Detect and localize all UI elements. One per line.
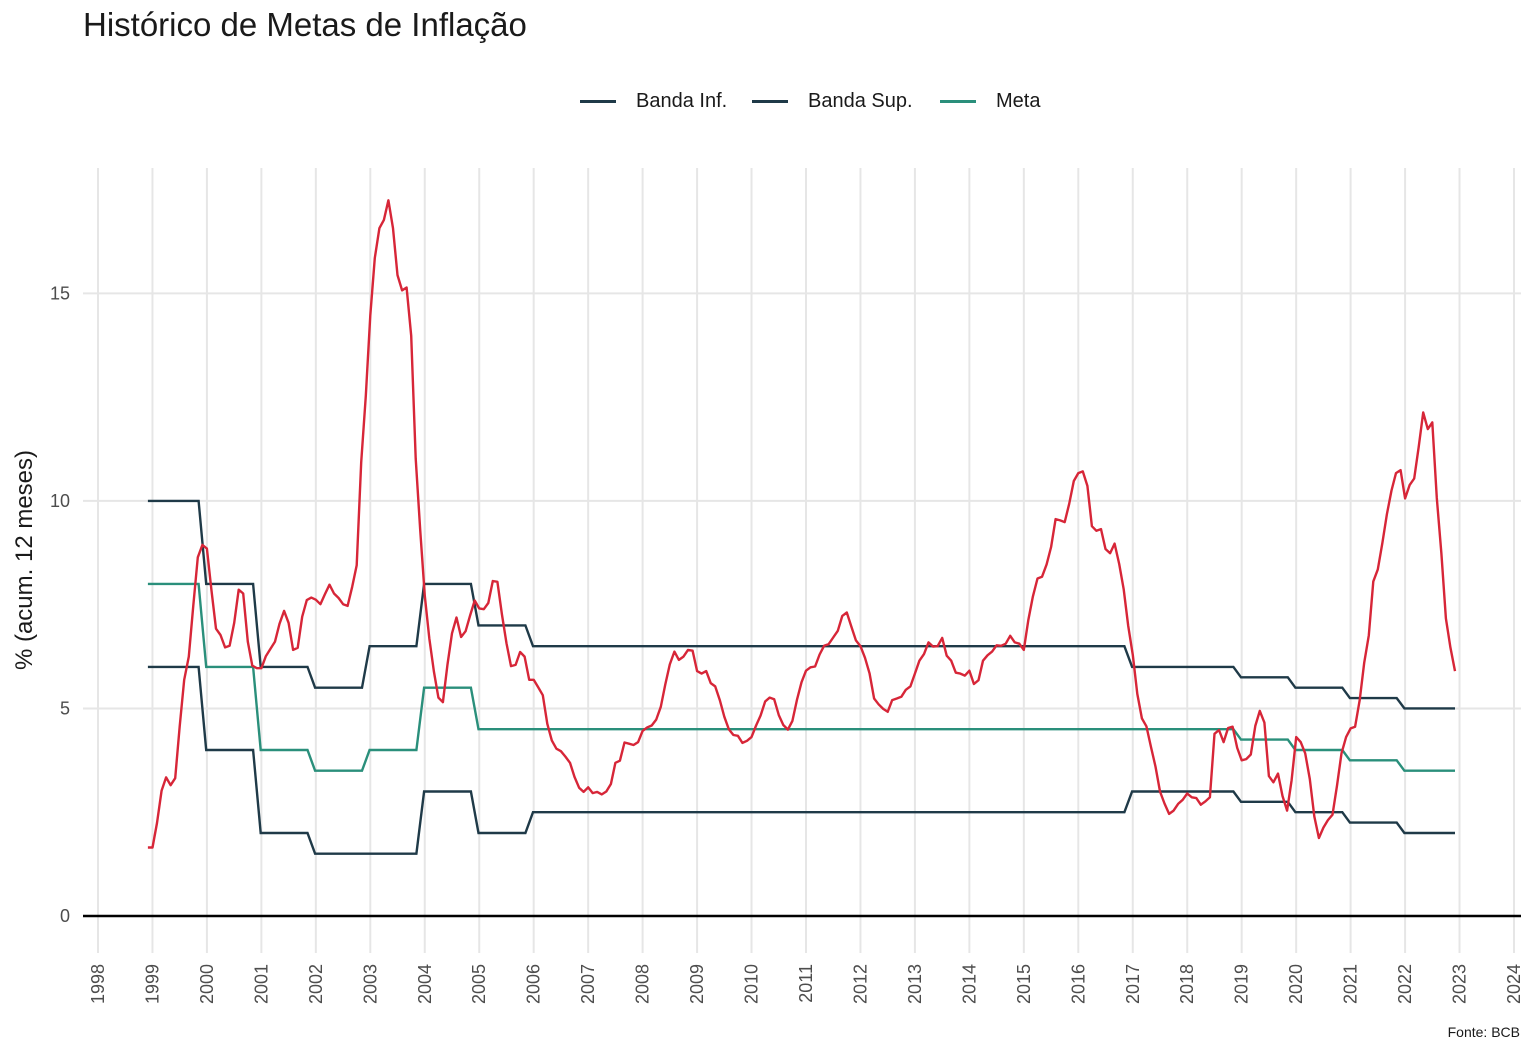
- x-tick-label-2017: 2017: [1123, 964, 1143, 1004]
- x-tick-label-2004: 2004: [415, 964, 435, 1004]
- x-tick-label-2005: 2005: [469, 964, 489, 1004]
- legend-item-banda-inf: Banda Inf.: [580, 86, 727, 116]
- x-tick-label-2016: 2016: [1068, 964, 1088, 1004]
- x-tick-label-2003: 2003: [360, 964, 380, 1004]
- x-tick-label-1999: 1999: [142, 964, 162, 1004]
- x-tick-label-2009: 2009: [687, 964, 707, 1004]
- x-tick-label-2007: 2007: [578, 964, 598, 1004]
- x-tick-label-2001: 2001: [251, 964, 271, 1004]
- x-tick-label-2010: 2010: [742, 964, 762, 1004]
- grid-layer: [83, 168, 1521, 953]
- legend-key-meta: [940, 99, 976, 103]
- x-tick-label-2002: 2002: [306, 964, 326, 1004]
- x-tick-label-2022: 2022: [1395, 964, 1415, 1004]
- legend-label-meta: Meta: [996, 89, 1041, 112]
- x-tick-label-2000: 2000: [197, 964, 217, 1004]
- y-tick-label-15: 15: [50, 283, 70, 303]
- legend: Banda Inf. Banda Sup. Meta: [0, 86, 1536, 116]
- x-tick-label-2012: 2012: [850, 964, 870, 1004]
- x-tick-label-2018: 2018: [1177, 964, 1197, 1004]
- x-tick-label-2015: 2015: [1014, 964, 1034, 1004]
- chart-title: Histórico de Metas de Inflação: [83, 6, 527, 43]
- legend-label-banda-sup: Banda Sup.: [808, 89, 913, 112]
- legend-label-banda-inf: Banda Inf.: [636, 89, 728, 112]
- x-tick-label-2013: 2013: [905, 964, 925, 1004]
- x-tick-label-2021: 2021: [1341, 964, 1361, 1004]
- x-tick-label-2006: 2006: [524, 964, 544, 1004]
- x-tick-label-2011: 2011: [796, 964, 816, 1003]
- y-tick-label-5: 5: [60, 698, 70, 718]
- x-tick-label-2019: 2019: [1232, 964, 1252, 1004]
- legend-item-meta: Meta: [940, 86, 1040, 116]
- x-tick-label-2020: 2020: [1286, 964, 1306, 1004]
- series-layer: [147, 199, 1457, 855]
- series-banda-sup: [147, 499, 1455, 710]
- series-ipca: [147, 199, 1457, 849]
- y-tick-label-10: 10: [50, 491, 70, 511]
- x-tick-label-2024: 2024: [1504, 964, 1524, 1004]
- x-tick-label-2023: 2023: [1450, 964, 1470, 1004]
- x-tick-label-2008: 2008: [633, 964, 653, 1004]
- x-tick-label-1998: 1998: [88, 964, 108, 1004]
- series-banda-inf: [147, 665, 1455, 855]
- x-tick-label-2014: 2014: [959, 964, 979, 1004]
- legend-key-banda-sup: [752, 99, 788, 103]
- axis-layer: 1998 1999 2000 2001 2002 2003 2004 2005 2006 2007…: [50, 283, 1524, 1004]
- source-caption: Fonte: BCB: [1447, 1024, 1520, 1040]
- y-tick-label-0: 0: [60, 906, 70, 926]
- legend-item-banda-sup: Banda Sup.: [752, 86, 913, 116]
- legend-key-banda-inf: [580, 99, 616, 103]
